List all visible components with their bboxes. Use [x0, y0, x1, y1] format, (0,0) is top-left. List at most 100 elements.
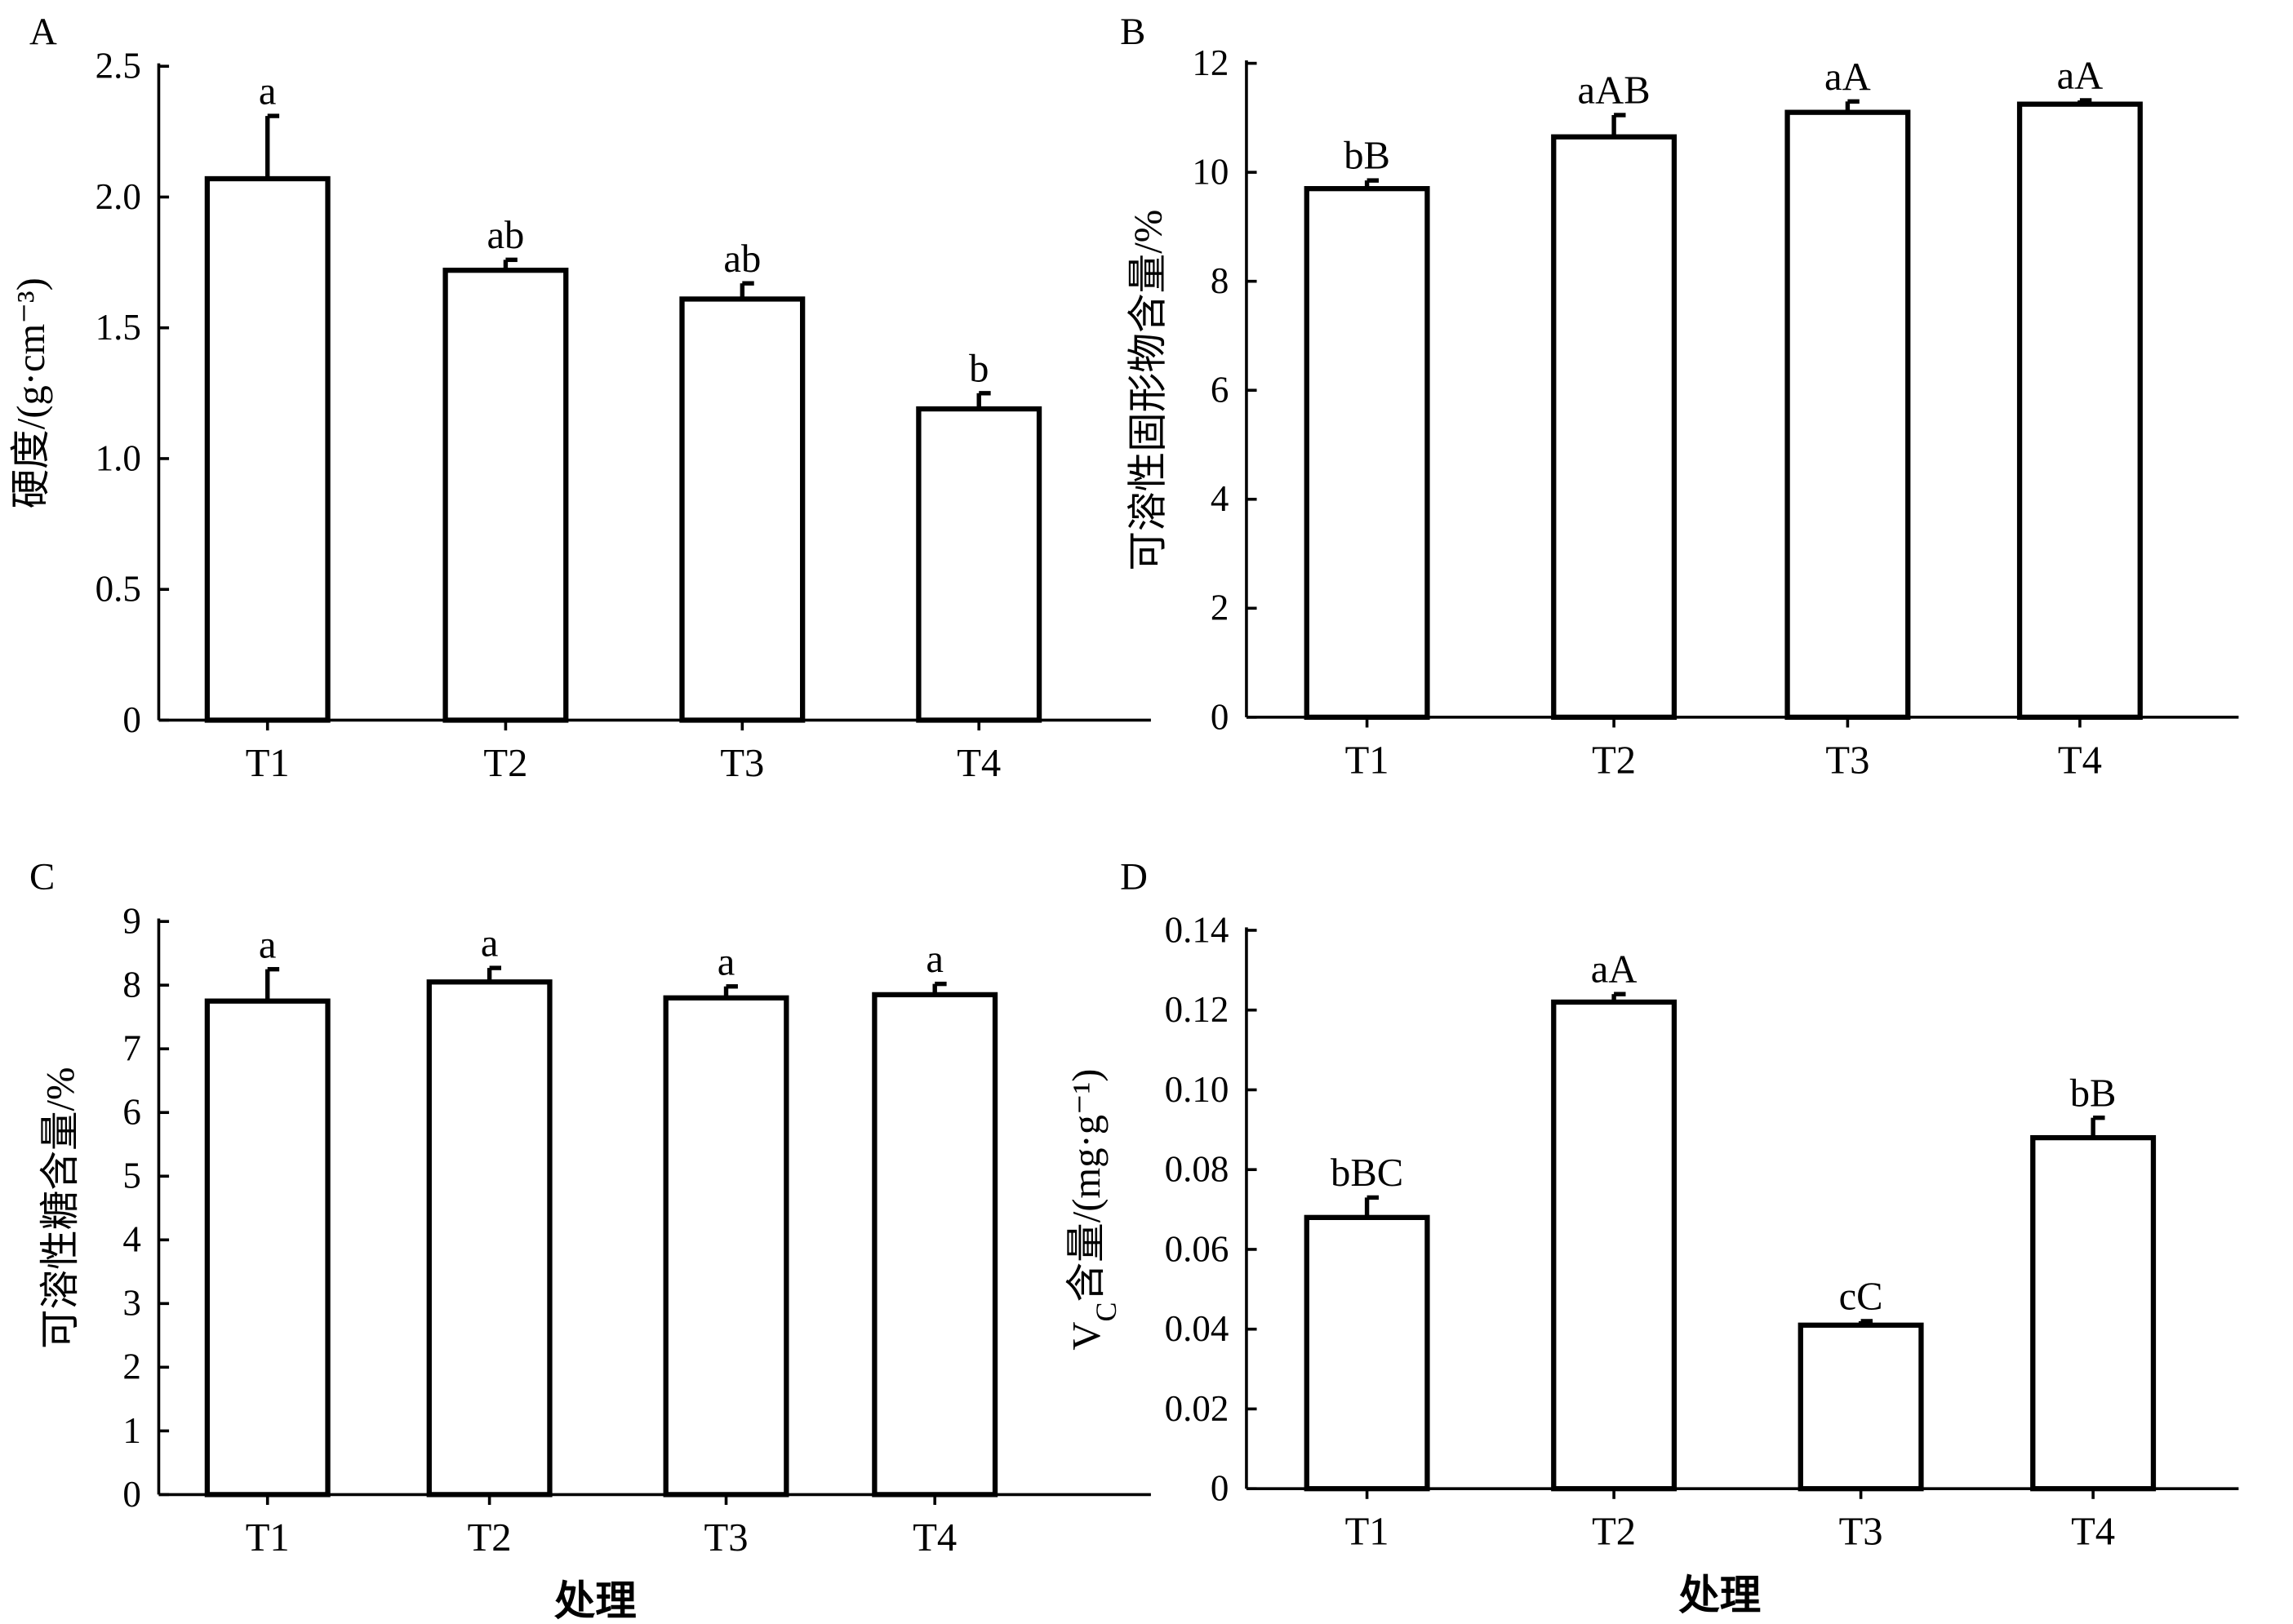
x-tick-label: T3: [1839, 1510, 1883, 1554]
y-tick-label: 0: [1211, 696, 1229, 737]
x-tick-label: T2: [483, 741, 527, 785]
y-tick-label: 0: [122, 1474, 141, 1515]
x-tick-label: T1: [246, 1515, 290, 1560]
y-tick-label: 6: [1211, 370, 1229, 410]
bar-t2: [442, 268, 569, 723]
significance-label: a: [259, 922, 277, 966]
y-axis-label-part: 含量/(mg·g⁻¹): [1064, 1069, 1109, 1302]
significance-label: a: [259, 69, 277, 113]
y-tick-label: 0.12: [1165, 989, 1229, 1030]
y-axis-label-part: C: [1090, 1302, 1122, 1321]
panel-c: C 0 1 2 3 4 5 6 7 8 9 a T1 a T2 a T3 a T4 可溶性糖含量/% 处理: [29, 856, 1151, 1624]
y-tick-label: 2.0: [96, 176, 141, 217]
bar-t1: [1304, 186, 1430, 721]
y-tick-label: 3: [122, 1283, 141, 1324]
significance-label: ab: [723, 237, 761, 281]
y-tick-label: 4: [122, 1219, 141, 1260]
panel-label: D: [1120, 856, 1148, 899]
bar-t3: [663, 995, 789, 1498]
bar-t2: [1551, 999, 1678, 1492]
bar-t3: [1798, 1322, 1924, 1492]
y-tick-label: 12: [1192, 42, 1229, 83]
x-tick-label: T1: [1345, 738, 1389, 782]
significance-label: a: [481, 921, 499, 965]
panel-d: D00.020.040.060.080.100.120.14bBCT1aAT2c…: [1064, 856, 2239, 1618]
panel-a: A 0 0.5 1.0 1.5 2.0 2.5 a T1 ab T2 ab T3 b T4 硬度/(g·cm⁻…: [9, 11, 1151, 785]
y-axis-label: 硬度/(g·cm⁻³): [9, 277, 53, 508]
y-axis-label-part: 硬度/(g·cm⁻³): [9, 277, 53, 508]
panel-label: C: [29, 856, 55, 899]
y-tick-label: 10: [1192, 152, 1229, 193]
y-tick-label: 0.10: [1165, 1069, 1229, 1110]
y-tick-label: 5: [122, 1156, 141, 1196]
significance-label: bB: [2070, 1071, 2117, 1115]
significance-label: a: [926, 937, 944, 981]
x-tick-label: T3: [1825, 738, 1869, 782]
y-tick-label: 0.06: [1165, 1228, 1229, 1269]
y-tick-label: 8: [122, 965, 141, 1005]
bar-t4: [2016, 101, 2143, 721]
significance-label: aAB: [1578, 69, 1651, 113]
y-axis-label-part: V: [1064, 1321, 1109, 1350]
x-tick-label: T2: [1592, 1510, 1636, 1554]
significance-label: bB: [1344, 134, 1390, 178]
y-tick-label: 1.5: [96, 307, 141, 348]
x-tick-label: T4: [913, 1515, 957, 1560]
y-axis-label-part: 可溶性固形物含量/%: [1127, 210, 1171, 571]
y-tick-label: 2: [1211, 588, 1229, 628]
significance-label: a: [718, 939, 735, 983]
bar-t1: [1304, 1214, 1430, 1492]
y-tick-label: 0.04: [1165, 1308, 1229, 1349]
significance-label: ab: [487, 213, 524, 257]
y-tick-label: 7: [122, 1028, 141, 1069]
y-tick-label: 9: [122, 901, 141, 942]
bar-t1: [204, 175, 331, 723]
y-tick-label: 2.5: [96, 46, 141, 87]
y-axis-label-part: 可溶性糖含量/%: [38, 1067, 82, 1349]
significance-label: bBC: [1331, 1151, 1403, 1195]
panel-b: B 0 2 4 6 8 10 12 bB T1 aAB T2 aA T3 aA T4 可溶性固形物含量/%: [1120, 11, 2239, 782]
x-tick-label: T2: [468, 1515, 512, 1560]
y-tick-label: 6: [122, 1092, 141, 1133]
y-tick-label: 2: [122, 1347, 141, 1387]
y-tick-label: 0: [1211, 1468, 1229, 1509]
x-tick-label: T1: [246, 741, 290, 785]
bar-t3: [679, 296, 806, 723]
panel-label: A: [29, 11, 57, 53]
bar-t2: [426, 979, 553, 1498]
y-tick-label: 1: [122, 1410, 141, 1451]
y-axis-label: VC含量/(mg·g⁻¹): [1064, 1069, 1122, 1351]
y-tick-label: 8: [1211, 260, 1229, 301]
y-tick-label: 1.0: [96, 437, 141, 478]
bar-t1: [204, 998, 331, 1498]
x-tick-label: T3: [704, 1515, 749, 1560]
x-tick-label: T2: [1592, 738, 1636, 782]
bar-t3: [1784, 109, 1911, 721]
x-axis-label: 处理: [554, 1578, 637, 1624]
panel-label: B: [1120, 11, 1145, 53]
significance-label: aA: [2057, 54, 2104, 98]
y-axis-label: 可溶性糖含量/%: [38, 1067, 82, 1349]
y-tick-label: 0: [122, 699, 141, 740]
x-tick-label: T1: [1345, 1510, 1389, 1554]
bar-t4: [872, 992, 998, 1498]
bar-t4: [2030, 1134, 2157, 1492]
x-tick-label: T3: [720, 741, 764, 785]
significance-label: aA: [1591, 947, 1638, 992]
x-axis-label: 处理: [1678, 1573, 1761, 1618]
bar-t2: [1551, 134, 1678, 721]
significance-label: cC: [1839, 1275, 1883, 1319]
x-tick-label: T4: [2058, 738, 2102, 782]
x-tick-label: T4: [957, 741, 1001, 785]
y-axis-label: 可溶性固形物含量/%: [1127, 210, 1171, 571]
y-tick-label: 0.14: [1165, 909, 1229, 950]
y-tick-label: 0.02: [1165, 1388, 1229, 1429]
significance-label: aA: [1824, 55, 1871, 99]
y-tick-label: 0.5: [96, 569, 141, 610]
x-tick-label: T4: [2071, 1510, 2115, 1554]
y-tick-label: 0.08: [1165, 1149, 1229, 1190]
bar-t4: [916, 406, 1042, 723]
significance-label: b: [969, 346, 989, 390]
y-tick-label: 4: [1211, 478, 1229, 519]
